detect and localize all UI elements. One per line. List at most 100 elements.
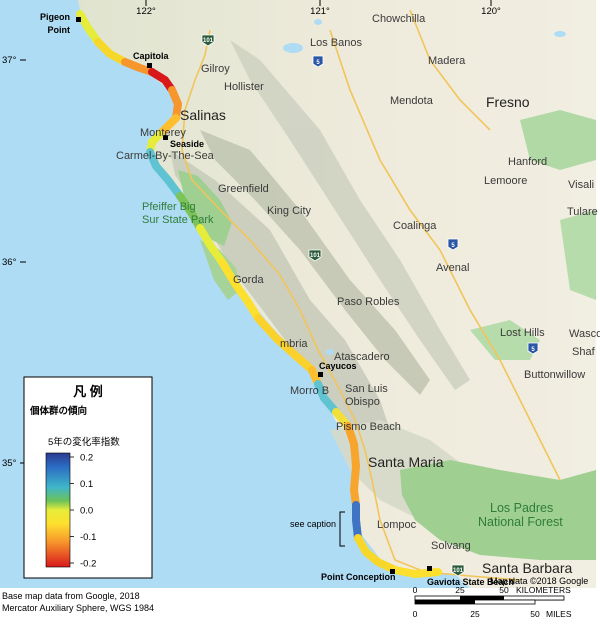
town-label: Los Banos [310, 37, 362, 49]
svg-text:50: 50 [530, 609, 540, 619]
colorbar-tick-label: 0.0 [80, 506, 93, 517]
park-label: Pfeiffer Big [142, 201, 196, 213]
park-label: Sur State Park [142, 214, 214, 226]
town-label: Tulare [567, 206, 598, 218]
i5-shield-central: 5 [447, 238, 459, 251]
i5-shield-south: 5 [527, 342, 539, 355]
svg-text:25: 25 [470, 609, 480, 619]
town-label: Solvang [431, 540, 471, 552]
town-label: Avenal [436, 262, 469, 274]
town-label: Atascadero [334, 351, 390, 363]
highway-shields: 101 101 101 5 5 5 [201, 34, 539, 577]
colorbar-tick-label: 0.2 [80, 453, 93, 464]
town-label: Mendota [390, 95, 434, 107]
site-label-cayucos: Cayucos [319, 361, 357, 371]
scale-bar: 0 25 50 KILOMETERS 0 25 50 MILES [413, 585, 572, 619]
svg-text:35°: 35° [2, 458, 17, 469]
svg-text:KILOMETERS: KILOMETERS [516, 585, 571, 595]
graticule-labels: 122° 121° 120° 37° 36° 35° [2, 6, 501, 469]
svg-text:5: 5 [451, 243, 455, 249]
site-label-capitola: Capitola [133, 51, 169, 61]
town-label: Hollister [224, 81, 264, 93]
legend: 凡 例 個体群の傾向 5年の変化率指数 0.2 0.1 0.0 -0.1 -0.2 [23, 376, 153, 579]
svg-text:50: 50 [499, 585, 509, 595]
site-label-pigeon-point-line2: Point [48, 25, 71, 35]
colorbar-ticks: 0.2 0.1 0.0 -0.1 -0.2 [70, 453, 96, 570]
town-label: Visali [568, 179, 594, 191]
town-label: Monterey [140, 127, 186, 139]
svg-text:101: 101 [203, 38, 214, 44]
town-label: Obispo [345, 396, 380, 408]
svg-text:5: 5 [531, 347, 535, 353]
colorbar-tick-label: 0.1 [80, 479, 93, 490]
site-markers [76, 17, 432, 574]
see-caption-label: see caption [290, 519, 336, 529]
town-label: Coalinga [393, 220, 437, 232]
basemap-credit: Base map data from Google, 2018 [2, 591, 140, 601]
town-labels: Chowchilla Los Banos Madera Gilroy Holli… [116, 13, 600, 576]
svg-text:36°: 36° [2, 257, 17, 268]
town-label: Salinas [180, 107, 226, 123]
map-data-credit: Map data ©2018 Google [490, 576, 588, 586]
svg-text:120°: 120° [481, 6, 501, 17]
town-label: Morro B [290, 385, 329, 397]
town-label: Gilroy [201, 63, 230, 75]
svg-text:37°: 37° [2, 55, 17, 66]
colorbar-tick-label: -0.2 [80, 559, 96, 570]
forest-areas [178, 110, 596, 560]
town-label: Greenfield [218, 183, 269, 195]
legend-title: 凡 例 [73, 384, 103, 399]
town-label: Santa Barbara [482, 560, 572, 576]
town-label: Fresno [486, 94, 530, 110]
site-label-point-conception: Point Conception [321, 572, 396, 582]
svg-text:0: 0 [413, 585, 418, 595]
town-label: Paso Robles [337, 296, 400, 308]
site-labels: Pigeon Point Capitola Seaside Cayucos Po… [40, 12, 514, 587]
town-label: Lemoore [484, 175, 527, 187]
town-label: Gorda [233, 274, 264, 286]
us101-shield-central: 101 [308, 249, 322, 262]
site-label-pigeon-point: Pigeon [40, 12, 70, 22]
svg-text:101: 101 [453, 568, 464, 574]
projection-credit: Mercator Auxiliary Sphere, WGS 1984 [2, 603, 154, 613]
town-label: King City [267, 205, 312, 217]
town-label: mbria [280, 338, 308, 350]
town-label: San Luis [345, 383, 388, 395]
park-label: National Forest [478, 515, 563, 529]
town-label: Chowchilla [372, 13, 426, 25]
site-label-seaside: Seaside [170, 139, 204, 149]
town-label: Lost Hills [500, 327, 545, 339]
see-caption-bracket [339, 511, 345, 547]
svg-text:121°: 121° [310, 6, 330, 17]
svg-text:5: 5 [316, 60, 320, 66]
colorbar-label: 5年の変化率指数 [48, 436, 120, 448]
svg-text:101: 101 [310, 253, 321, 259]
park-label: Los Padres [490, 501, 553, 515]
lakes [283, 19, 566, 355]
svg-text:MILES: MILES [546, 609, 572, 619]
legend-frame [23, 376, 153, 579]
highways [181, 9, 561, 581]
town-label: Madera [428, 55, 466, 67]
coastline-index-band [76, 10, 442, 578]
colorbar-tick-label: -0.1 [80, 532, 96, 543]
svg-text:25: 25 [455, 585, 465, 595]
town-label: Shaf [572, 346, 596, 358]
town-label: Hanford [508, 156, 547, 168]
legend-subtitle: 個体群の傾向 [29, 405, 87, 417]
town-label: Pismo Beach [336, 421, 401, 433]
colorbar [45, 452, 71, 568]
town-label: Santa Maria [368, 454, 444, 470]
us101-shield-south: 101 [451, 564, 465, 577]
park-labels: Pfeiffer Big Sur State Park Los Padres N… [142, 201, 563, 529]
svg-text:122°: 122° [136, 6, 156, 17]
i5-shield-north: 5 [312, 55, 324, 68]
town-label: Lompoc [377, 519, 417, 531]
town-label: Carmel-By-The-Sea [116, 150, 215, 162]
site-label-gaviota: Gaviota State Beach [427, 577, 514, 587]
svg-text:0: 0 [413, 609, 418, 619]
town-label: Wasco [569, 328, 600, 340]
us101-shield-north: 101 [201, 34, 215, 47]
town-label: Buttonwillow [524, 369, 585, 381]
